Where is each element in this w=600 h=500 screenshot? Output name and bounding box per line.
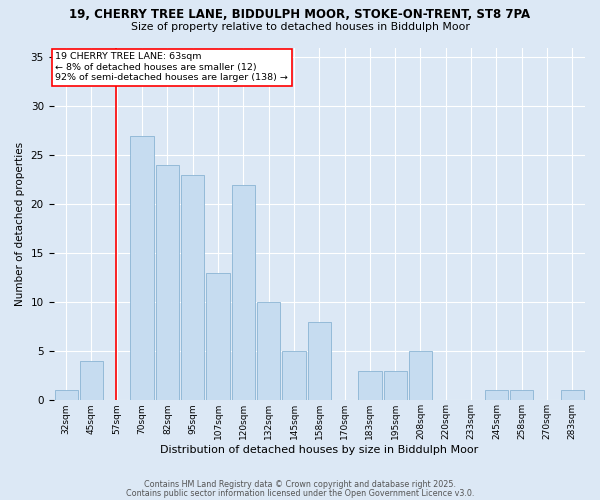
Bar xyxy=(130,136,154,400)
Bar xyxy=(383,371,407,400)
Bar xyxy=(206,273,230,400)
Bar xyxy=(232,184,255,400)
X-axis label: Distribution of detached houses by size in Biddulph Moor: Distribution of detached houses by size … xyxy=(160,445,478,455)
Text: 19, CHERRY TREE LANE, BIDDULPH MOOR, STOKE-ON-TRENT, ST8 7PA: 19, CHERRY TREE LANE, BIDDULPH MOOR, STO… xyxy=(70,8,530,20)
Bar xyxy=(257,302,280,400)
Bar xyxy=(485,390,508,400)
Y-axis label: Number of detached properties: Number of detached properties xyxy=(15,142,25,306)
Bar xyxy=(510,390,533,400)
Bar xyxy=(308,322,331,400)
Text: Size of property relative to detached houses in Biddulph Moor: Size of property relative to detached ho… xyxy=(131,22,469,32)
Text: 19 CHERRY TREE LANE: 63sqm
← 8% of detached houses are smaller (12)
92% of semi-: 19 CHERRY TREE LANE: 63sqm ← 8% of detac… xyxy=(55,52,289,82)
Bar xyxy=(358,371,382,400)
Bar xyxy=(560,390,584,400)
Bar xyxy=(80,361,103,401)
Bar xyxy=(156,165,179,400)
Bar xyxy=(409,352,432,401)
Bar xyxy=(55,390,78,400)
Bar xyxy=(181,175,205,400)
Text: Contains public sector information licensed under the Open Government Licence v3: Contains public sector information licen… xyxy=(126,488,474,498)
Bar xyxy=(282,352,305,401)
Text: Contains HM Land Registry data © Crown copyright and database right 2025.: Contains HM Land Registry data © Crown c… xyxy=(144,480,456,489)
